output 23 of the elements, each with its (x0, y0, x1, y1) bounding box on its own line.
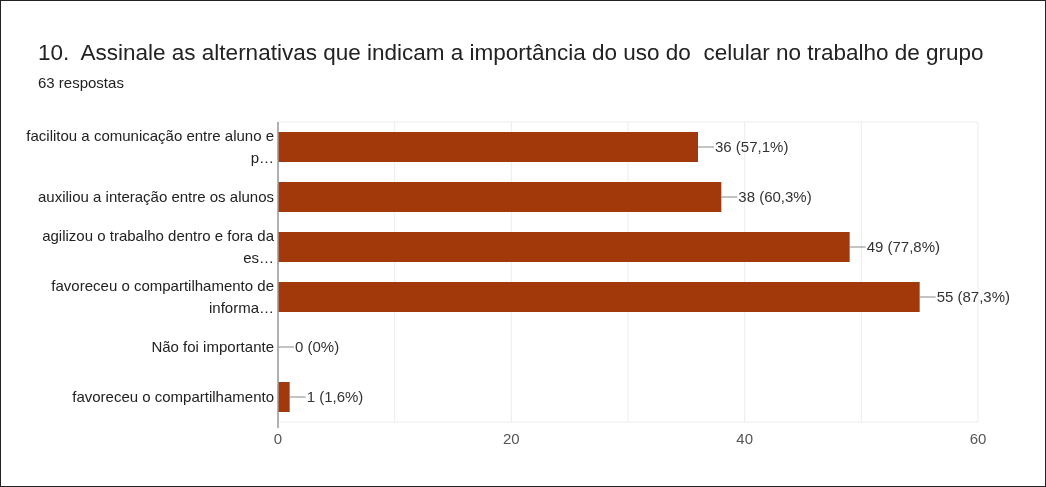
y-tick-label: auxiliou a interação entre os alunos (38, 188, 274, 206)
data-label: 1 (1,6%) (306, 388, 364, 406)
bar (278, 182, 722, 212)
bar (278, 232, 850, 262)
x-tick-label: 60 (969, 430, 987, 447)
chart-title: 10. Assinale as alternativas que indicam a importância do uso do celular no trabalho de grupo (38, 40, 984, 65)
y-tick-label: agilizou o trabalho dentro e fora da es… (42, 227, 275, 267)
data-label: 55 (87,3%) (936, 288, 1011, 306)
bar (278, 382, 290, 412)
bar (278, 132, 698, 162)
bar (278, 282, 920, 312)
y-tick-label: favoreceu o compartilhamento (72, 388, 274, 406)
y-tick-label: favoreceu o compartilhamento de informa… (51, 277, 274, 317)
data-label: 36 (57,1%) (715, 138, 789, 156)
text: 63 respostas (38, 74, 124, 91)
data-label: 38 (60,3%) (738, 188, 812, 206)
x-tick-label: 40 (736, 430, 754, 447)
y-tick-label: facilitou a comunicação entre aluno e p… (26, 127, 274, 167)
x-tick-label: 20 (502, 430, 520, 447)
x-tick-label: 0 (273, 430, 283, 447)
y-tick-label: Não foi importante (151, 338, 274, 356)
data-label: 49 (77,8%) (866, 238, 941, 256)
data-label: 0 (0%) (295, 338, 340, 356)
